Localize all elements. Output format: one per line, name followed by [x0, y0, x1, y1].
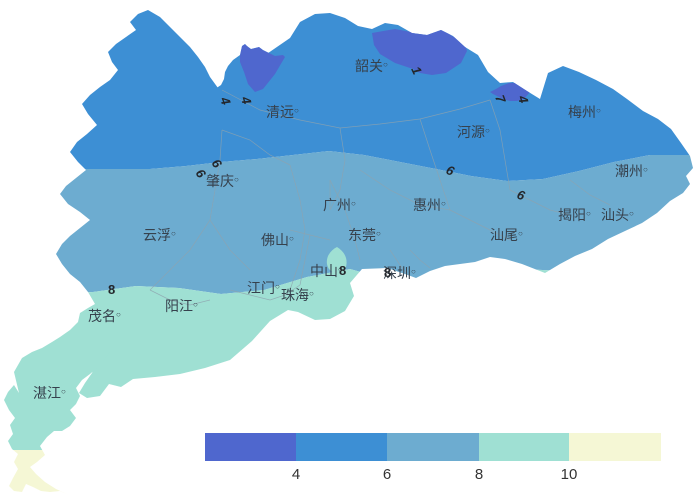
- svg-text:8: 8: [384, 265, 391, 280]
- svg-text:6: 6: [383, 466, 391, 483]
- svg-text:4: 4: [292, 466, 300, 483]
- svg-text:8: 8: [475, 466, 483, 483]
- svg-text:8: 8: [108, 282, 115, 297]
- svg-text:10: 10: [561, 466, 578, 483]
- svg-text:8: 8: [339, 263, 346, 278]
